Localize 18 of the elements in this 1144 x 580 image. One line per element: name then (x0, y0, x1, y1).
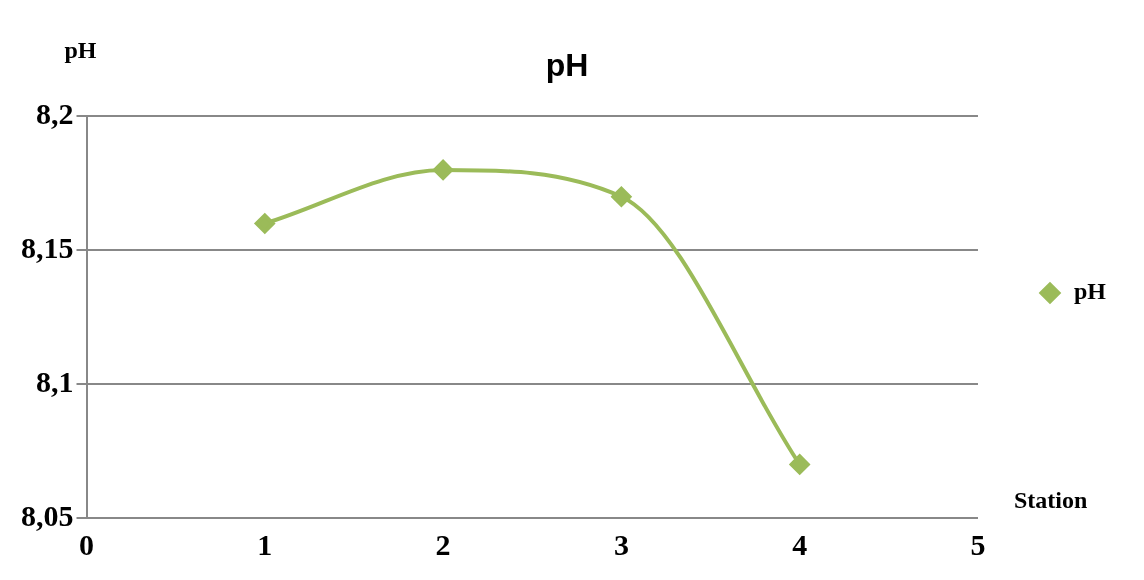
point (789, 454, 810, 475)
y-tick-label: 8,15 (21, 231, 74, 265)
legend-label: pH (1073, 278, 1107, 305)
y-tick-label: 8,1 (36, 364, 74, 398)
y-axis-title: pH (64, 36, 97, 63)
y-tick-label: 8,05 (21, 498, 74, 532)
x-tick-label: 4 (792, 527, 808, 561)
x-tick-label: 5 (970, 527, 986, 561)
point (433, 159, 454, 180)
x-axis-title: Station (1013, 487, 1088, 514)
y-tick-label: 8,2 (36, 97, 74, 131)
point (254, 213, 275, 234)
point (611, 186, 632, 207)
chart-title: pH (545, 47, 589, 84)
x-tick-label: 1 (257, 527, 273, 561)
x-tick-label: 0 (79, 527, 94, 561)
x-tick-label: 3 (613, 527, 629, 561)
x-tick-label: 2 (435, 527, 451, 561)
